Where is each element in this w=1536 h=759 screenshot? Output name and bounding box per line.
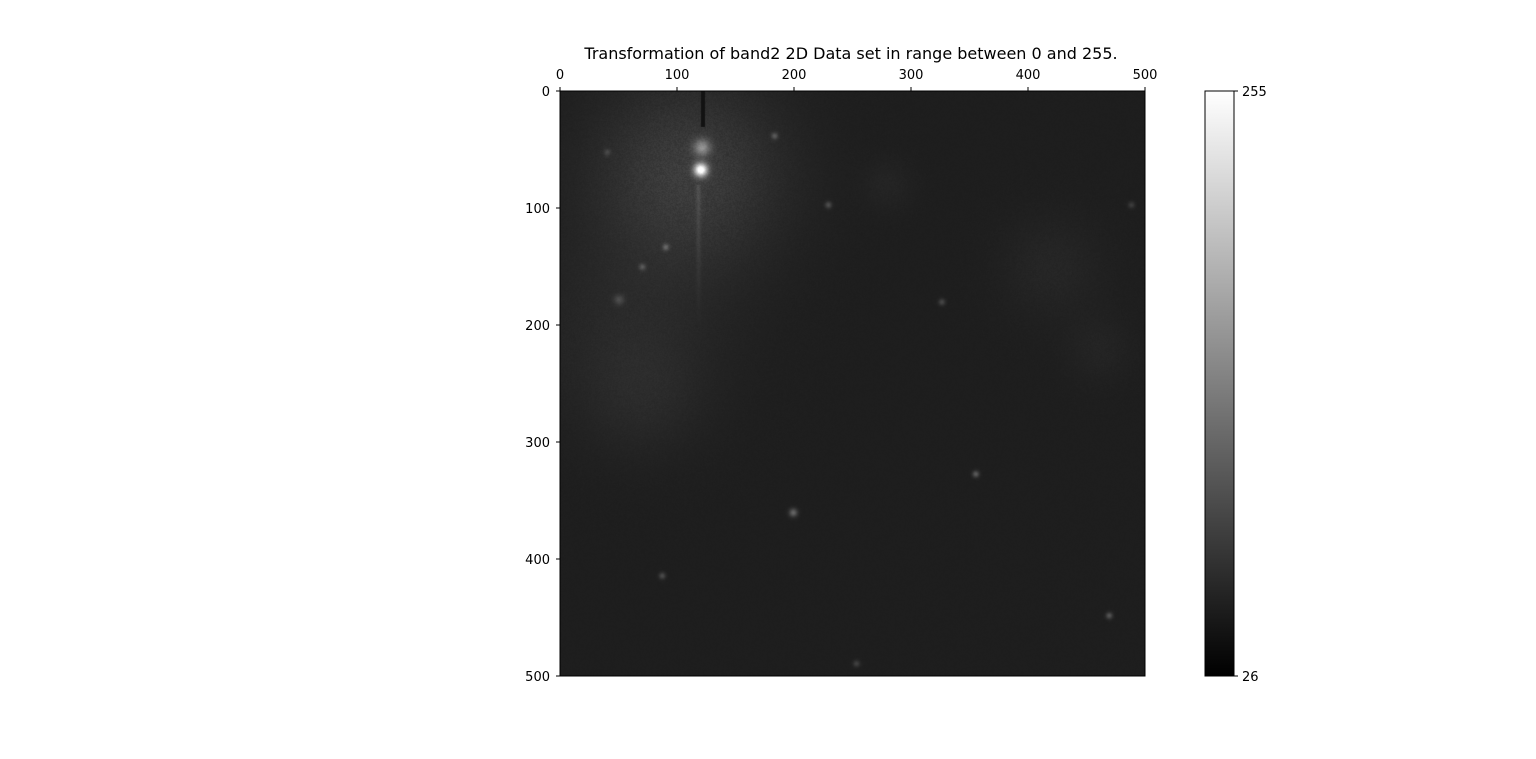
x-tick-label: 500 xyxy=(1133,68,1158,83)
y-tick-label: 100 xyxy=(525,202,550,217)
colorbar xyxy=(1204,90,1235,677)
colorbar-axis: 255 26 xyxy=(1234,85,1267,685)
x-axis-top: 0 100 200 300 400 500 xyxy=(556,68,1158,91)
y-tick-label: 0 xyxy=(542,85,550,100)
y-tick-label: 200 xyxy=(525,319,550,334)
y-tick-label: 400 xyxy=(525,553,550,568)
x-tick-label: 300 xyxy=(899,68,924,83)
x-tick-label: 0 xyxy=(556,68,564,83)
x-tick-label: 400 xyxy=(1016,68,1041,83)
x-tick-label: 100 xyxy=(665,68,690,83)
y-tick-label: 500 xyxy=(525,670,550,685)
heatmap-image xyxy=(560,91,1145,676)
heatmap-image-container xyxy=(560,91,1145,676)
x-tick-label: 200 xyxy=(782,68,807,83)
y-tick-label: 300 xyxy=(525,436,550,451)
colorbar-tick-label: 26 xyxy=(1242,670,1259,685)
plot-frame xyxy=(559,90,1146,677)
colorbar-tick-label: 255 xyxy=(1242,85,1267,100)
chart-title: Transformation of band2 2D Data set in r… xyxy=(583,44,1117,63)
y-axis-left: 0 100 200 300 400 500 xyxy=(525,85,560,685)
